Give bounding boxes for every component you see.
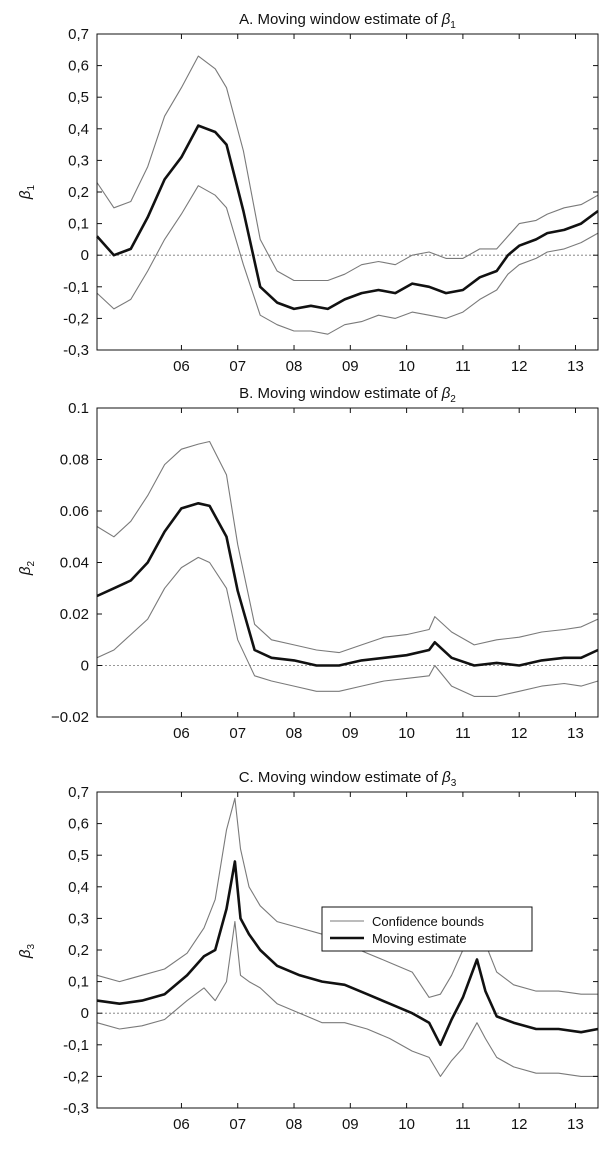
y-tick-label: 0,3 [68,152,89,169]
y-axis-label: β3 [17,943,37,959]
x-tick-label: 07 [229,1116,246,1133]
y-tick-label: 0 [81,1005,89,1022]
y-axis-label-subscript: 3 [26,943,37,949]
chart-title-subscript: 3 [451,778,457,789]
panel-b: B. Moving window estimate of β2β2−0.0200… [17,385,599,742]
y-axis-label-symbol: β [17,190,34,200]
legend-box [321,906,533,952]
y-tick-label: 0 [81,658,89,675]
y-tick-label: -0,2 [63,1068,89,1085]
legend-entry-label: Confidence bounds [372,914,485,929]
y-tick-label: -0,3 [63,342,89,359]
x-tick-label: 08 [286,358,303,375]
chart-title-subscript: 1 [450,20,456,31]
x-tick-label: 06 [173,358,190,375]
series-line-lower-bound [96,185,599,335]
y-tick-label: 0 [81,247,89,264]
y-tick-label: 0,3 [68,910,89,927]
panel-c: C. Moving window estimate of β3β3-0,3-0,… [17,769,599,1133]
y-tick-label: 0.04 [60,555,89,572]
series-line-upper-bound [96,797,598,998]
y-axis-label: β1 [17,184,37,200]
panel-a: A. Moving window estimate of β1β1-0,3-0,… [17,11,599,375]
y-tick-label: 0,2 [68,184,89,201]
series-line-lower-bound [96,556,599,697]
legend: Confidence bounds Moving estimate [321,906,533,952]
x-tick-label: 10 [398,358,415,375]
x-tick-label: 13 [567,358,584,375]
x-tick-label: 09 [342,725,359,742]
y-axis-label-symbol: β [17,949,34,959]
chart-title: A. Moving window estimate of β1 [239,11,456,31]
chart-title-subscript: 2 [450,394,456,405]
y-tick-label: −0.02 [51,709,89,726]
y-tick-label: 0,4 [68,121,89,138]
y-tick-label: -0,1 [63,279,89,296]
x-tick-label: 09 [342,358,359,375]
series-line-upper-bound [96,55,599,282]
chart-title-prefix: B. Moving window estimate of [239,385,442,402]
series-line-moving-estimate [96,860,599,1047]
x-tick-label: 06 [173,725,190,742]
y-tick-label: 0,5 [68,89,89,106]
y-tick-label: 0.06 [60,503,89,520]
chart-title-prefix: C. Moving window estimate of [239,769,442,786]
y-tick-label: 0,7 [68,26,89,43]
series-line-moving-estimate [96,501,599,667]
chart-title-symbol: β [441,769,451,786]
y-axis-label: β2 [17,560,37,576]
x-tick-label: 12 [511,358,528,375]
x-tick-label: 12 [511,725,528,742]
plot-frame [96,407,599,718]
y-tick-label: -0,3 [63,1100,89,1117]
y-tick-label: 0,1 [68,216,89,233]
y-tick-label: 0,5 [68,847,89,864]
y-tick-label: 0,2 [68,942,89,959]
series-line-upper-bound [96,440,599,654]
chart-title-symbol: β [441,11,451,28]
x-tick-label: 11 [455,358,471,375]
x-tick-label: 10 [398,1116,415,1133]
x-tick-label: 07 [229,358,246,375]
y-tick-label: 0.1 [68,400,89,417]
chart-title-symbol: β [441,385,451,402]
y-tick-label: -0,2 [63,310,89,327]
chart-title: C. Moving window estimate of β3 [239,769,457,789]
series-line-lower-bound [96,921,598,1077]
x-tick-label: 13 [567,725,584,742]
x-tick-label: 07 [229,725,246,742]
x-tick-label: 13 [567,1116,584,1133]
y-tick-label: 0,7 [68,784,89,801]
chart-title: B. Moving window estimate of β2 [239,385,456,405]
x-tick-label: 11 [455,725,471,742]
legend-entry-label: Moving estimate [372,931,467,946]
chart-title-prefix: A. Moving window estimate of [239,11,442,28]
y-tick-label: -0,1 [63,1037,89,1054]
y-tick-label: 0,4 [68,879,89,896]
y-tick-label: 0,6 [68,816,89,833]
x-tick-label: 10 [398,725,415,742]
series-line-moving-estimate [96,124,599,311]
x-tick-label: 11 [455,1116,471,1133]
x-tick-label: 12 [511,1116,528,1133]
y-tick-label: 0.08 [60,452,89,469]
plot-frame [96,33,599,351]
x-tick-label: 09 [342,1116,359,1133]
y-tick-label: 0,6 [68,58,89,75]
y-axis-label-symbol: β [17,566,34,576]
y-axis-label-subscript: 2 [26,560,37,566]
x-tick-label: 06 [173,1116,190,1133]
x-tick-label: 08 [286,1116,303,1133]
y-tick-label: 0,1 [68,974,89,991]
y-tick-label: 0.02 [60,606,89,623]
x-tick-label: 08 [286,725,303,742]
y-axis-label-subscript: 1 [26,184,37,190]
